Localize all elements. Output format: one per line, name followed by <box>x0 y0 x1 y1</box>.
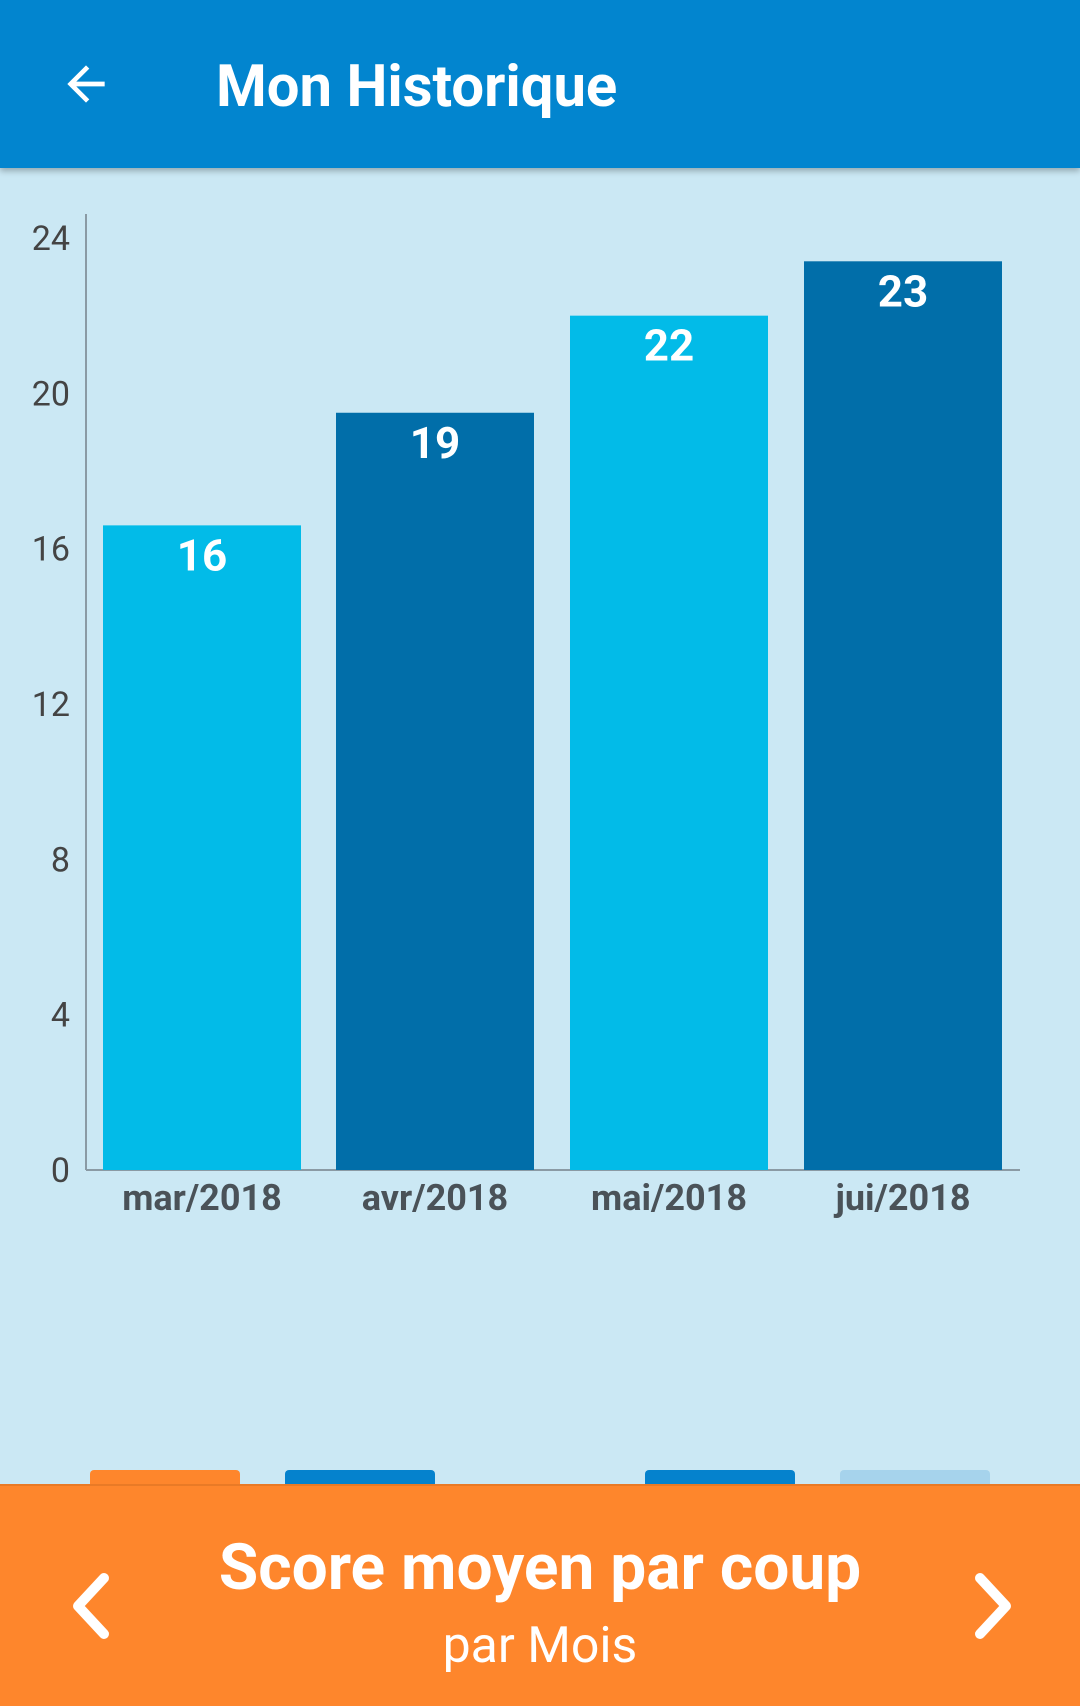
x-tick-label: avr/2018 <box>362 1177 508 1219</box>
bar-mai-2018 <box>570 315 768 1170</box>
next-metric-button[interactable] <box>944 1546 1044 1666</box>
back-button[interactable] <box>46 44 126 124</box>
chevron-right-icon <box>975 1573 1011 1639</box>
bar-value-label: 19 <box>410 417 461 469</box>
y-tick-label: 12 <box>32 685 70 725</box>
bar-value-label: 22 <box>644 320 695 372</box>
bar-value-label: 16 <box>177 529 228 581</box>
bar-chart: 0 4 8 12 16 20 24 16 mar/2018 19 avr/2018 22 mai/201… <box>32 214 1020 1219</box>
metric-title: Score moyen par coup <box>218 1530 862 1605</box>
page-title: Mon Historique <box>216 53 618 121</box>
metric-period: par Mois <box>442 1617 638 1675</box>
y-tick-label: 4 <box>51 996 70 1036</box>
bar-mar-2018 <box>103 525 301 1170</box>
y-tick-label: 8 <box>51 840 70 880</box>
x-tick-label: jui/2018 <box>833 1177 970 1219</box>
chevron-left-icon <box>73 1573 109 1639</box>
x-tick-label: mai/2018 <box>591 1177 747 1219</box>
previous-metric-button[interactable] <box>40 1546 140 1666</box>
arrow-back-icon <box>67 65 105 103</box>
bar-avr-2018 <box>336 412 534 1170</box>
metric-selector: Score moyen par coup par Mois <box>0 1484 1080 1706</box>
y-tick-label: 24 <box>32 219 70 259</box>
app-bar: Mon Historique <box>0 0 1080 168</box>
bar-value-label: 23 <box>878 265 929 317</box>
chart-area: 0 4 8 12 16 20 24 16 mar/2018 19 avr/2018 22 mai/201… <box>0 168 1080 1620</box>
y-tick-label: 0 <box>51 1151 70 1191</box>
y-tick-label: 16 <box>32 530 70 570</box>
x-tick-label: mar/2018 <box>122 1177 282 1219</box>
y-tick-label: 20 <box>32 374 70 414</box>
bar-jui-2018 <box>804 261 1002 1170</box>
